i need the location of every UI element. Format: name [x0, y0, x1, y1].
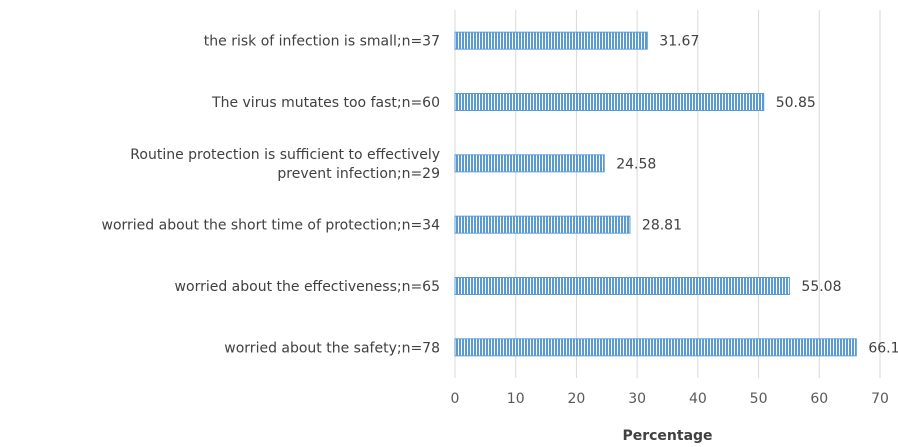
gridlines — [454, 10, 881, 378]
bar — [454, 31, 648, 50]
category-label: worried about the short time of protecti… — [102, 218, 441, 234]
data-label: 28.81 — [642, 218, 682, 234]
data-label: 31.67 — [659, 34, 699, 50]
x-axis-title: Percentage — [622, 428, 712, 444]
data-labels: 31.67 50.85 24.58 28.81 55.08 66.1 — [616, 34, 898, 357]
x-tick-label: 0 — [451, 391, 460, 407]
x-tick-label: 60 — [810, 391, 828, 407]
bar — [454, 277, 790, 295]
category-label: Routine protection is sufficient to effe… — [130, 147, 440, 182]
x-tick-label: 70 — [871, 391, 889, 407]
data-label: 55.08 — [801, 279, 841, 295]
category-label: worried about the effectiveness;n=65 — [175, 279, 440, 295]
category-label: The virus mutates too fast;n=60 — [211, 95, 440, 111]
bars — [454, 31, 857, 357]
bar — [454, 154, 605, 173]
x-tick-label: 50 — [750, 391, 768, 407]
data-label: 24.58 — [616, 156, 656, 172]
x-tick-labels: 0 10 20 30 40 50 60 70 — [451, 391, 889, 407]
category-label: the risk of infection is small;n=37 — [204, 34, 440, 50]
data-label: 66.1 — [868, 340, 898, 356]
data-label: 50.85 — [776, 95, 816, 111]
x-tick-label: 20 — [568, 391, 586, 407]
x-tick-label: 30 — [628, 391, 646, 407]
bar — [454, 215, 631, 234]
x-tick-label: 10 — [507, 391, 525, 407]
bar — [454, 338, 857, 357]
category-label: worried about the safety;n=78 — [224, 340, 440, 356]
category-labels: the risk of infection is small;n=37 The v… — [102, 34, 441, 357]
x-tick-label: 40 — [689, 391, 707, 407]
bar — [454, 93, 765, 111]
